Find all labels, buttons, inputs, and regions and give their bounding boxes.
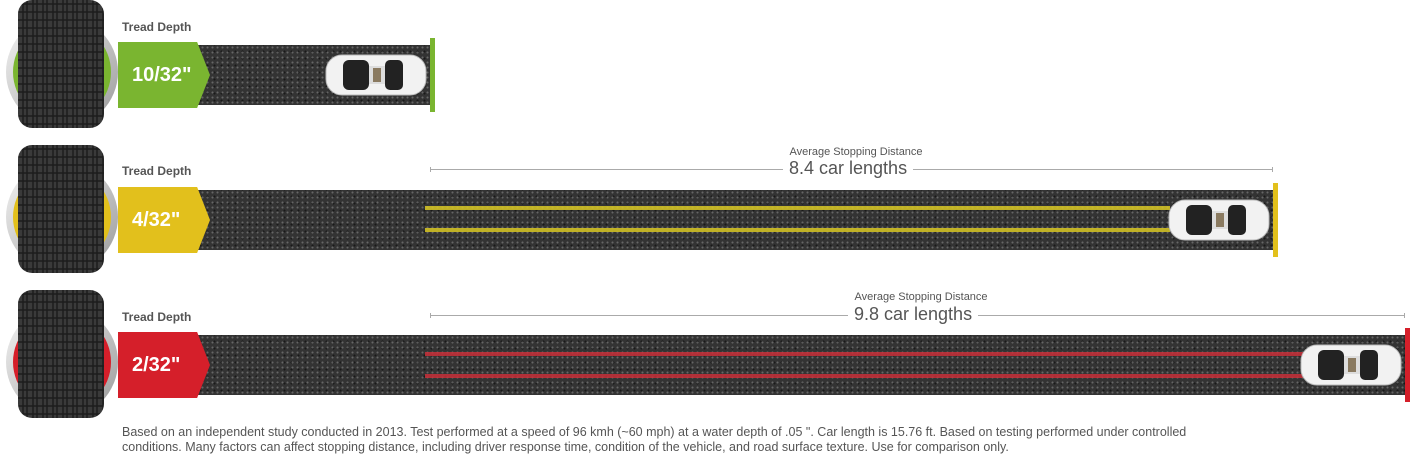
- tread-depth-label: Tread Depth: [122, 310, 192, 324]
- tread-depth-badge: 4/32": [118, 187, 210, 253]
- footnote: Based on an independent study conducted …: [122, 425, 1322, 455]
- skid-mark: [425, 228, 1170, 232]
- car-icon: [1168, 199, 1270, 241]
- skid-mark: [425, 374, 1305, 378]
- road: [195, 190, 1275, 250]
- distance-tick: [1272, 167, 1273, 172]
- distance-tick: [430, 313, 431, 318]
- stop-marker: [430, 38, 435, 112]
- footnote-line-1: Based on an independent study conducted …: [122, 425, 1187, 439]
- car-icon: [325, 54, 427, 96]
- tire-icon: [6, 0, 118, 128]
- skid-mark: [425, 206, 1170, 210]
- tire-icon: [6, 290, 118, 418]
- tread-depth-label: Tread Depth: [122, 164, 192, 178]
- tire-icon: [6, 145, 118, 273]
- stopping-distance-value: 8.4 car lengths: [783, 158, 914, 179]
- stop-marker: [1405, 328, 1410, 402]
- skid-mark: [425, 352, 1305, 356]
- tread-depth-label: Tread Depth: [122, 20, 192, 34]
- stopping-distance-value: 9.8 car lengths: [848, 304, 979, 325]
- distance-tick: [430, 167, 431, 172]
- tread-depth-badge: 2/32": [118, 332, 210, 398]
- footnote-line-2: conditions. Many factors can affect stop…: [122, 440, 1009, 454]
- distance-tick: [1404, 313, 1405, 318]
- tread-depth-badge: 10/32": [118, 42, 210, 108]
- stopping-distance-title: Average Stopping Distance: [854, 291, 988, 303]
- car-icon: [1300, 344, 1402, 386]
- stopping-distance-title: Average Stopping Distance: [789, 146, 923, 158]
- road: [195, 335, 1410, 395]
- stop-marker: [1273, 183, 1278, 257]
